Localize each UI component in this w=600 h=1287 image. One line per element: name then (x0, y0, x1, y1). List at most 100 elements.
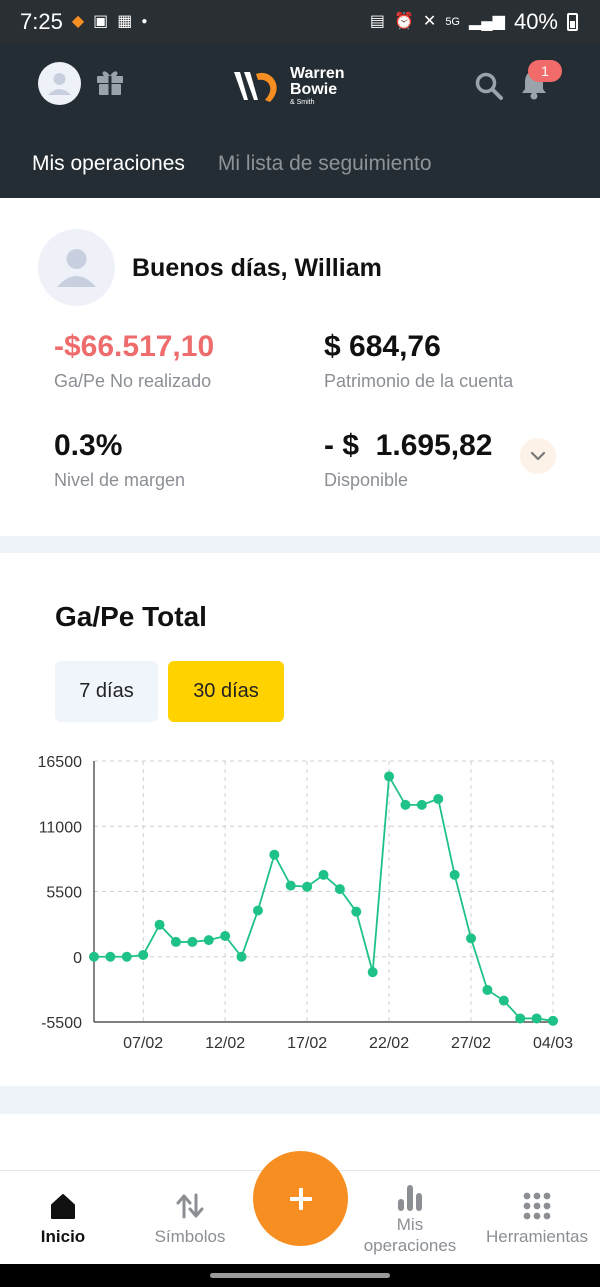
data-point (498, 995, 509, 1006)
pnl-chart-card: Ga/Pe Total 7 días 30 días 16500 11000 550… (0, 553, 600, 1086)
data-point (482, 984, 493, 995)
data-point (252, 905, 263, 916)
nav-label-mis: Mis (396, 1215, 424, 1234)
data-point (351, 906, 362, 917)
user-icon (48, 73, 71, 95)
unrealized-value: -$66.517,10 (54, 330, 215, 363)
account-avatar[interactable] (38, 229, 115, 306)
data-point (220, 930, 231, 941)
metric-margin-level: 0.3% Nivel de margen (54, 429, 185, 491)
logo-text: Warren Bowie & Smith (290, 65, 345, 107)
x-tick-label: 12/02 (205, 1035, 245, 1052)
x-tick-label: 22/02 (369, 1035, 409, 1052)
data-point (269, 849, 280, 860)
plus-icon (289, 1187, 312, 1210)
series-line (94, 773, 554, 1022)
data-point (367, 967, 378, 978)
home-icon (51, 1194, 75, 1219)
data-point (384, 771, 395, 782)
data-point (236, 951, 247, 962)
network-5g-icon: 5G (445, 15, 460, 28)
gift-icon[interactable] (95, 66, 125, 101)
expand-metrics-button[interactable] (520, 438, 556, 474)
nav-label-operaciones: operaciones (363, 1236, 457, 1255)
data-point (318, 869, 329, 880)
data-point (121, 951, 132, 962)
notification-badge[interactable]: 1 (528, 60, 562, 82)
logo-mark-icon (234, 72, 277, 102)
data-point (285, 880, 296, 891)
app-notification-icon: ◆ (71, 13, 85, 30)
range-7-days-button[interactable]: 7 días (55, 661, 158, 722)
data-point (89, 951, 99, 962)
x-tick-label: 17/02 (287, 1035, 327, 1052)
data-point (466, 933, 477, 944)
x-tick-label: 07/02 (123, 1035, 163, 1052)
sim-icon: ▤ (369, 13, 385, 30)
data-point (334, 884, 345, 895)
system-navigation-bar (0, 1264, 600, 1287)
battery-percent: 40% (513, 9, 558, 34)
alarm-icon: ⏰ (393, 13, 414, 30)
signal-icon: ▂▄▆ (469, 13, 505, 30)
y-tick-label: 0 (73, 950, 82, 967)
new-order-fab[interactable] (253, 1151, 348, 1246)
data-point (187, 936, 198, 947)
greeting-text: Buenos días, William (132, 254, 382, 282)
data-point (105, 951, 116, 962)
status-time: 7:25 (20, 9, 63, 34)
nav-label-herramientas: Herramientas (485, 1227, 589, 1246)
pnl-line-chart: 16500 11000 5500 0 -5500 07/02 12/02 17/02 22/02… (38, 754, 574, 1052)
available-label: Disponible (324, 470, 409, 490)
more-notifications-icon: ● (141, 16, 148, 27)
logo-line-3: & Smith (290, 99, 315, 106)
range-30-days-button[interactable]: 30 días (168, 661, 284, 722)
nav-item-herramientas[interactable]: Herramientas (472, 1191, 600, 1247)
nav-label-inicio: Inicio (40, 1227, 86, 1246)
profile-avatar[interactable] (38, 62, 81, 105)
available-value: - $ 1.695,82 (324, 429, 493, 462)
data-point (449, 869, 460, 880)
logo-line-1: Warren (290, 65, 345, 82)
chevron-down-icon (530, 451, 546, 461)
data-point (548, 1015, 558, 1026)
data-point (170, 936, 181, 947)
app-header: Warren Bowie & Smith 1 Mis operaciones M… (0, 44, 600, 198)
equity-value: $ 684,76 (324, 330, 441, 363)
data-point (400, 799, 411, 810)
home-gesture-handle[interactable] (210, 1273, 390, 1278)
y-tick-label: 16500 (38, 754, 83, 771)
margin-level-value: 0.3% (54, 429, 123, 462)
voicemail-icon: ▣ (93, 13, 109, 30)
data-point (154, 919, 165, 930)
y-tick-label: -5500 (41, 1015, 82, 1032)
margin-level-label: Nivel de margen (54, 470, 186, 490)
logo-line-2: Bowie (290, 81, 338, 98)
status-bar: 7:25 ◆ ▣ ▦ ● ▤ ⏰ ✕ 5G ▂▄▆ 40% (0, 0, 600, 44)
user-icon (57, 249, 96, 287)
nav-item-mis-operaciones[interactable]: Mis operaciones (345, 1183, 475, 1256)
bottom-nav: Inicio Símbolos Mis operaciones (0, 1151, 600, 1264)
search-icon[interactable] (474, 71, 504, 106)
status-right: ▤ ⏰ ✕ 5G ▂▄▆ 40% (370, 9, 578, 35)
data-point (302, 881, 313, 892)
brand-logo: Warren Bowie & Smith (232, 66, 345, 106)
data-point (203, 935, 214, 946)
x-tick-label: 27/02 (451, 1035, 491, 1052)
y-tick-label: 11000 (39, 819, 82, 836)
y-tick-label: 5500 (46, 885, 82, 902)
unrealized-label: Ga/Pe No realizado (54, 371, 212, 391)
nav-item-inicio[interactable]: Inicio (0, 1191, 128, 1247)
chart-title: Ga/Pe Total (55, 601, 207, 632)
metric-equity: $ 684,76 Patrimonio de la cuenta (324, 330, 513, 392)
tab-lista-seguimiento[interactable]: Mi lista de seguimiento (217, 152, 432, 175)
x-tick-label: 04/03 (533, 1035, 573, 1052)
data-point (515, 1013, 526, 1024)
status-left: 7:25 ◆ ▣ ▦ ● (20, 9, 147, 35)
data-point (138, 949, 149, 960)
calendar-icon: ▦ (117, 13, 133, 30)
mute-icon: ✕ (422, 13, 437, 30)
grid-dots-icon (523, 1192, 551, 1220)
tab-mis-operaciones[interactable]: Mis operaciones (32, 152, 185, 175)
nav-item-simbolos[interactable]: Símbolos (125, 1191, 255, 1247)
